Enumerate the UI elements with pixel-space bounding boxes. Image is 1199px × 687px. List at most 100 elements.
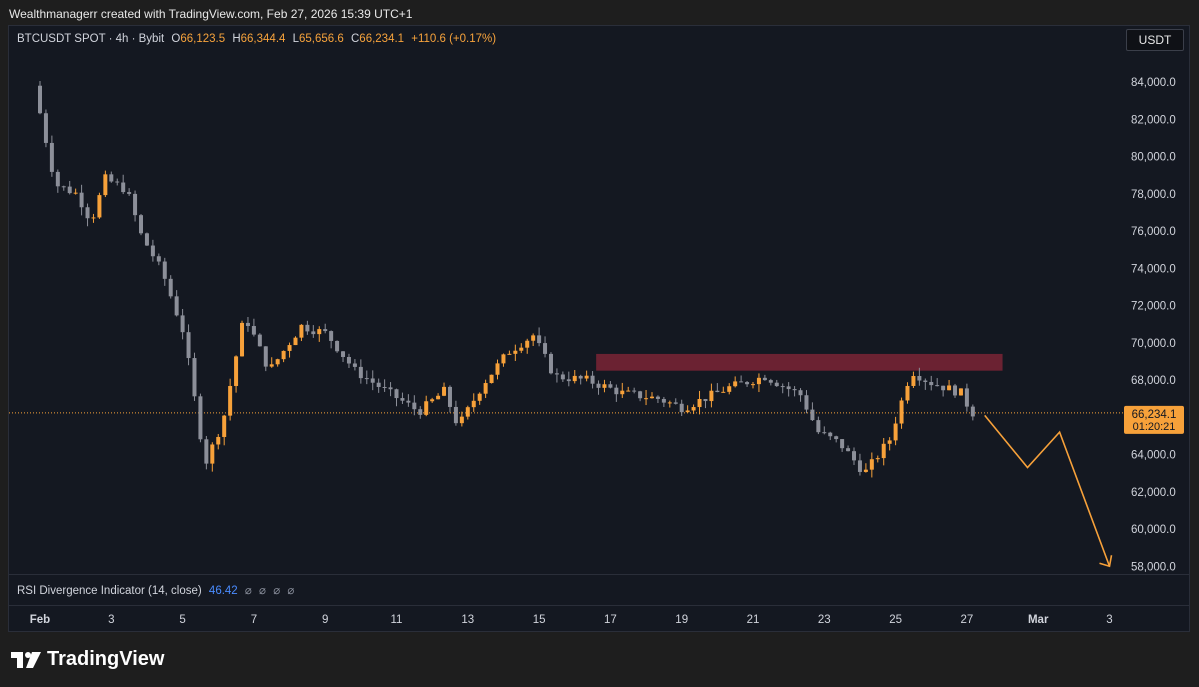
- candle-body: [572, 375, 577, 382]
- candle-body: [43, 113, 48, 143]
- candle-body: [168, 278, 173, 297]
- candle-body: [376, 382, 381, 387]
- candle-body: [875, 458, 880, 460]
- candle-body: [911, 375, 916, 386]
- candle-body: [970, 406, 975, 417]
- chart-frame: [8, 25, 1190, 632]
- candle-body: [525, 340, 530, 348]
- y-tick-label: 80,000.0: [1131, 152, 1176, 164]
- indicator-name: RSI Divergence Indicator (14, close): [17, 585, 202, 597]
- candle-body: [798, 390, 803, 396]
- candle-body: [234, 356, 239, 386]
- candle-body: [67, 186, 72, 194]
- candle-body: [352, 363, 357, 367]
- candle-body: [804, 395, 809, 410]
- x-tick-label: 7: [251, 614, 257, 626]
- candle-body: [465, 407, 470, 417]
- candle-body: [281, 350, 286, 360]
- ohlc-high: H66,344.4: [232, 33, 286, 45]
- candle-body: [275, 359, 280, 365]
- candle-body: [323, 329, 328, 332]
- y-tick-label: 68,000.0: [1131, 375, 1176, 387]
- y-tick-label: 64,000.0: [1131, 450, 1176, 462]
- candle-body: [317, 329, 322, 335]
- chart-attribution: Wealthmanagerr created with TradingView.…: [9, 7, 413, 21]
- candle-body: [917, 375, 922, 381]
- candle-body: [109, 174, 114, 182]
- candle-body: [935, 385, 940, 387]
- candle-body: [133, 193, 138, 216]
- candle-body: [127, 192, 132, 194]
- x-tick-label: 17: [604, 614, 617, 626]
- x-tick-label: Feb: [30, 614, 50, 626]
- candle-body: [673, 402, 678, 404]
- candle-body: [240, 322, 245, 357]
- candle-body: [519, 347, 524, 351]
- x-tick-label: 15: [533, 614, 546, 626]
- candle-body: [655, 396, 660, 399]
- x-tick-label: 27: [961, 614, 974, 626]
- price-tag: [1124, 405, 1184, 434]
- candle-body: [548, 353, 553, 374]
- candle-body: [929, 381, 934, 386]
- x-tick-label: 13: [461, 614, 474, 626]
- candle-body: [245, 322, 250, 327]
- candle-body: [792, 389, 797, 391]
- candle-body: [537, 335, 542, 344]
- candle-body: [97, 195, 102, 218]
- candle-body: [61, 186, 66, 188]
- projection-line: [984, 414, 1111, 567]
- candle-body: [614, 387, 619, 395]
- candle-body: [756, 377, 761, 385]
- candle-body: [923, 380, 928, 382]
- candle-body: [424, 401, 429, 415]
- y-tick-label: 74,000.0: [1131, 263, 1176, 275]
- candle-body: [899, 400, 904, 424]
- candle-body: [739, 381, 744, 383]
- projection-arrowhead: [1099, 555, 1113, 568]
- candle-body: [721, 391, 726, 393]
- candle-body: [144, 233, 149, 246]
- candle-body: [964, 388, 969, 407]
- indicator-pane: [9, 574, 1189, 606]
- candle-body: [816, 420, 821, 433]
- y-tick-label: 76,000.0: [1131, 226, 1176, 238]
- y-tick-label: 84,000.0: [1131, 77, 1176, 89]
- candle-body: [626, 390, 631, 392]
- candle-body: [192, 358, 197, 397]
- resistance-zone: [596, 353, 1003, 371]
- candle-body: [768, 380, 773, 383]
- candle-body: [305, 324, 310, 332]
- candle-body: [459, 416, 464, 424]
- candle-body: [418, 409, 423, 415]
- y-tick-label: 82,000.0: [1131, 114, 1176, 126]
- y-tick-label: 62,000.0: [1131, 487, 1176, 499]
- candle-body: [216, 436, 221, 445]
- eye-slash-icon[interactable]: ⌀: [244, 585, 252, 597]
- candle-body: [596, 383, 601, 388]
- candle-body: [269, 364, 274, 367]
- candle-body: [103, 174, 108, 196]
- eye-slash-icon[interactable]: ⌀: [273, 585, 281, 597]
- x-tick-label: 19: [675, 614, 688, 626]
- candle-body: [186, 332, 191, 359]
- candle-body: [139, 215, 144, 234]
- x-tick-label: 25: [889, 614, 902, 626]
- eye-slash-icon[interactable]: ⌀: [287, 585, 295, 597]
- candle-body: [358, 366, 363, 379]
- candle-body: [709, 390, 714, 402]
- x-tick-label: 23: [818, 614, 831, 626]
- candle-body: [299, 324, 304, 338]
- currency-button[interactable]: USDT: [1126, 29, 1184, 51]
- candle-body: [198, 396, 203, 440]
- eye-slash-icon[interactable]: ⌀: [259, 585, 266, 597]
- candle-body: [174, 296, 179, 316]
- candle-body: [55, 171, 60, 187]
- candle-body: [346, 356, 351, 364]
- candle-body: [483, 383, 488, 394]
- candle-body: [887, 440, 892, 444]
- candle-body: [251, 326, 256, 335]
- candle-body: [180, 315, 185, 333]
- candle-body: [38, 85, 42, 114]
